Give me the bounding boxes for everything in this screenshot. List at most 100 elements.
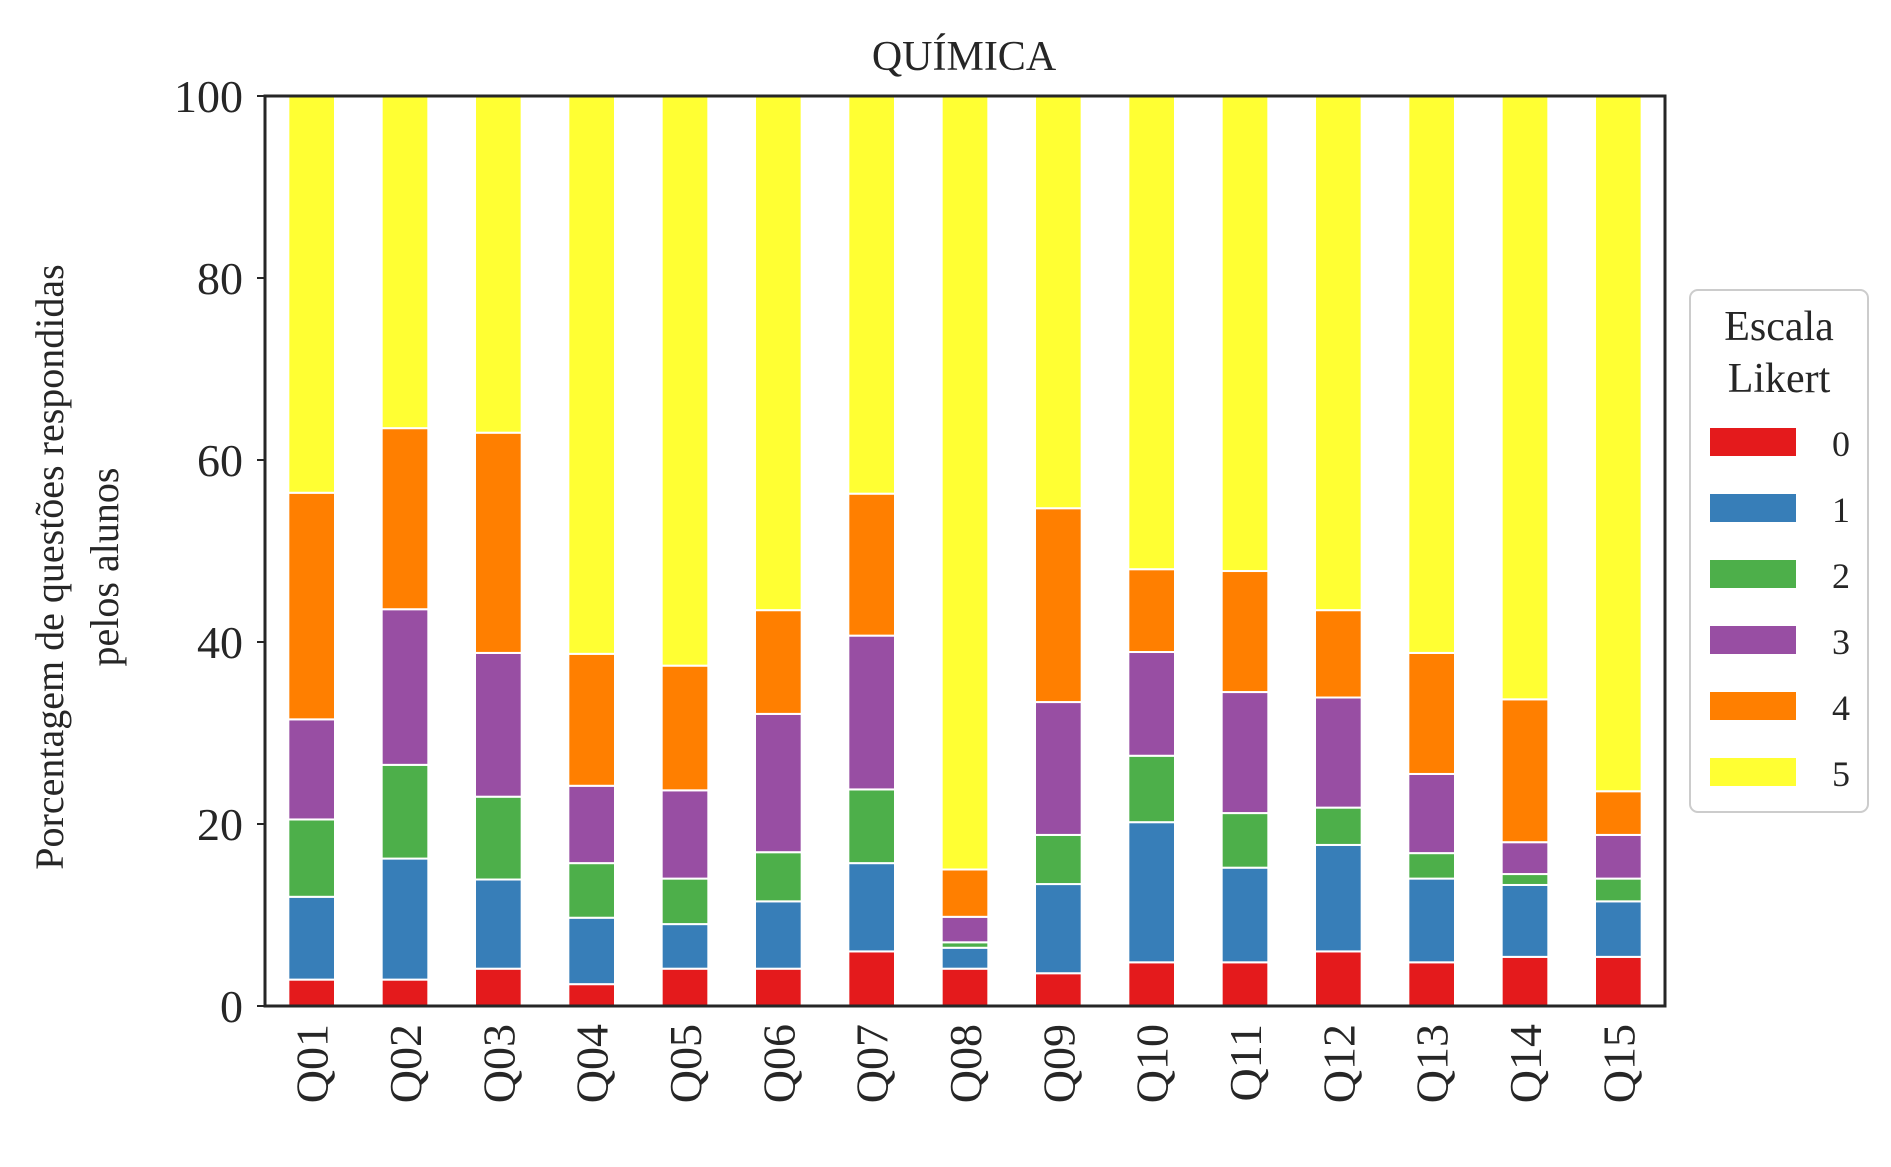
bar-segment-q11-1 [1220,866,1270,964]
y-tick-label: 100 [174,71,243,122]
legend-title-line-1: Escala [1724,304,1834,350]
bar-segment-q12-2 [1314,806,1363,846]
legend-title-line-2: Likert [1728,356,1831,402]
legend-box [1689,289,1869,813]
bar-segment-q05-1 [660,923,710,970]
x-tick-label: Q15 [1593,1024,1644,1103]
bar-segment-q09-4 [1034,507,1083,704]
x-tick-label: Q05 [660,1024,711,1103]
legend-label-1: 1 [1832,490,1850,530]
x-tick-label: Q04 [567,1024,618,1103]
bar-segment-q09-1 [1034,883,1083,975]
bar-segment-q06-1 [754,900,803,970]
bar-segment-q06-2 [754,851,803,903]
y-axis-label-line-2: pelos alunos [82,468,127,667]
x-tick-label: Q11 [1220,1024,1271,1102]
bar-segment-q13-3 [1407,772,1457,855]
legend-swatch-4 [1710,692,1796,720]
legend-swatch-3 [1710,626,1796,654]
bar-segment-q12-1 [1314,843,1363,953]
bar-segment-q14-5 [1500,95,1550,701]
bar-segment-q05-4 [660,664,710,792]
bar-segment-q09-0 [1034,972,1083,1007]
bar-segment-q15-3 [1594,833,1643,880]
bar-segment-q10-5 [1127,95,1177,571]
bar-segment-q05-2 [660,877,710,926]
x-tick-label: Q01 [287,1024,338,1103]
x-tick-label: Q03 [473,1024,524,1103]
bar-segment-q14-4 [1500,698,1550,844]
bar-segment-q09-5 [1034,95,1083,510]
bar-segment-q12-4 [1314,609,1363,699]
bar-segment-q03-5 [474,95,523,434]
bar-segment-q01-3 [287,718,337,821]
bar-segment-q04-0 [567,983,616,1007]
legend: Escala Likert 0 1 2 3 4 5 [1689,289,1869,813]
bar-segment-q13-1 [1407,877,1457,964]
plot-frame [263,94,1667,1008]
y-axis-label: Porcentagem de questões respondidas pelo… [27,264,127,869]
bar-segment-q01-1 [287,895,337,981]
bar-segment-q11-0 [1220,961,1270,1008]
bar-segment-q09-2 [1034,833,1083,886]
bar-segment-q05-5 [660,95,710,667]
bar-segment-q03-2 [474,795,523,881]
bar-segment-q14-2 [1500,873,1550,886]
legend-label-0: 0 [1832,424,1850,464]
legend-swatch-5 [1710,758,1796,786]
x-axis-ticks: Q01 Q02 Q03 Q04 Q05 Q06 Q07 Q08 Q09 Q10 Q11 Q12 Q13 Q… [287,1024,1645,1103]
y-tick-label: 60 [197,435,243,486]
bar-segment-q10-4 [1127,568,1177,654]
bar-segment-q12-5 [1314,95,1363,612]
bar-segment-q02-0 [380,978,430,1007]
bar-segment-q06-3 [754,712,803,854]
bar-segment-q04-2 [567,862,616,919]
y-axis-ticks: 0 20 40 60 80 100 [174,71,265,1032]
x-tick-label: Q09 [1033,1024,1084,1103]
x-tick-label: Q02 [380,1024,431,1103]
bars-group [287,95,1643,1008]
y-tick-label: 20 [197,799,243,850]
bar-segment-q02-5 [380,95,430,430]
y-tick-label: 40 [197,617,243,668]
bar-segment-q01-2 [287,818,337,898]
bar-segment-q13-4 [1407,651,1457,775]
bar-segment-q15-0 [1594,955,1643,1007]
bar-segment-q07-4 [847,492,896,637]
bar-segment-q15-4 [1594,790,1643,836]
bar-segment-q08-4 [940,868,990,918]
bar-segment-q14-1 [1500,883,1550,958]
bar-segment-q02-2 [380,763,430,860]
bar-segment-q13-0 [1407,961,1457,1008]
bar-segment-q02-4 [380,427,430,611]
bar-segment-q04-5 [567,95,616,655]
bar-segment-q01-4 [287,491,337,721]
x-tick-label: Q07 [847,1024,898,1103]
bar-segment-q10-0 [1127,961,1177,1008]
bar-segment-q03-3 [474,651,523,798]
legend-label-3: 3 [1832,622,1850,662]
x-tick-label: Q06 [753,1024,804,1103]
bar-segment-q07-3 [847,634,896,791]
bar-segment-q10-3 [1127,651,1177,757]
bar-segment-q03-0 [474,967,523,1008]
legend-label-5: 5 [1832,754,1850,794]
bar-segment-q11-4 [1220,570,1270,694]
bar-segment-q11-3 [1220,691,1270,815]
x-tick-label: Q14 [1500,1024,1551,1103]
legend-items: 0 1 2 3 4 5 [1710,424,1850,794]
bar-segment-q06-0 [754,967,803,1008]
bar-segment-q15-5 [1594,95,1643,793]
bar-segment-q08-1 [940,946,990,970]
bar-segment-q08-0 [940,967,990,1008]
bar-segment-q06-4 [754,609,803,715]
bar-segment-q15-2 [1594,877,1643,903]
bar-segment-q02-1 [380,857,430,981]
legend-swatch-0 [1710,428,1796,456]
bar-segment-q07-1 [847,862,896,953]
bar-segment-q09-3 [1034,701,1083,836]
bar-segment-q08-5 [940,95,990,871]
bar-segment-q15-1 [1594,900,1643,958]
bar-segment-q03-4 [474,431,523,654]
